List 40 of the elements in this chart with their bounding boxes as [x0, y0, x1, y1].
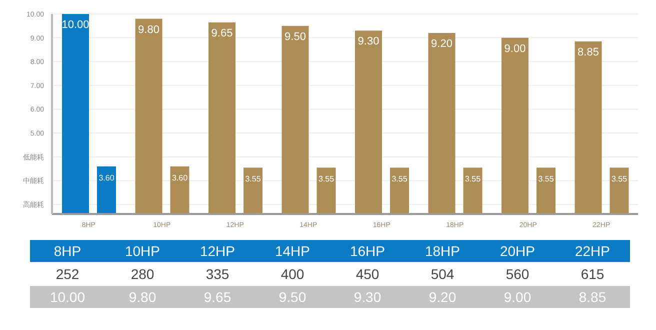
text: 9.65: [211, 27, 233, 40]
category-label: 18HP: [424, 243, 460, 259]
data-label: 9.80: [128, 288, 158, 307]
category-label: 8HP: [54, 243, 82, 259]
data-label: 8.85: [578, 288, 608, 307]
category-label: 10HP: [124, 243, 160, 259]
data-label: 9.00: [502, 288, 532, 307]
text: 8.85: [578, 46, 599, 58]
data-label: 3.55: [464, 174, 482, 184]
data-label: 3.60: [98, 173, 115, 182]
data-label: 9.50: [278, 288, 308, 307]
category-label: 14HP: [274, 243, 310, 259]
data-label: 9.20: [428, 288, 458, 307]
text: 280: [130, 265, 156, 284]
category-label: 22HP: [574, 243, 610, 259]
text: 615: [580, 265, 606, 284]
text: 9.00: [504, 42, 526, 55]
text: 400: [280, 265, 306, 284]
text: 9.50: [284, 30, 306, 43]
text: 450: [354, 265, 380, 284]
category-label: 20HP: [500, 243, 536, 259]
text: 504: [430, 265, 456, 284]
category-label: 16HP: [350, 243, 386, 259]
text: 9.30: [358, 36, 380, 48]
data-label: 3.60: [172, 173, 188, 182]
data-label: 3.55: [318, 174, 335, 184]
data-label: 9.30: [352, 288, 382, 307]
text: 335: [204, 265, 230, 284]
text: 252: [54, 265, 80, 284]
text: 560: [504, 265, 530, 284]
data-label: 3.55: [611, 174, 628, 184]
text: 9.80: [138, 24, 160, 36]
category-label: 12HP: [200, 243, 236, 259]
data-label: 3.55: [538, 174, 554, 184]
data-label: 9.65: [202, 288, 232, 307]
text: 9.20: [431, 38, 452, 50]
data-label: 3.55: [392, 174, 408, 184]
text: 10.00: [62, 19, 90, 31]
data-label: 3.55: [245, 174, 262, 184]
data-label: 10.00: [48, 288, 86, 307]
